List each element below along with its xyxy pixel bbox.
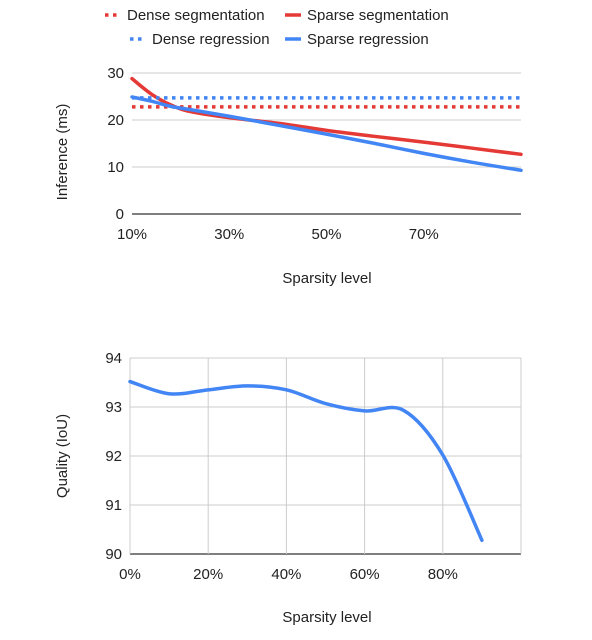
inference-x-tick-labels: 10% 30% 50% 70% [117, 226, 439, 243]
quality-x-tick-labels: 0% 20% 40% 60% 80% [119, 566, 458, 583]
legend: Dense segmentation Sparse segmentation Den… [105, 7, 449, 48]
quality-x-tick-40: 40% [271, 566, 301, 583]
legend-item-sparse-segmentation: Sparse segmentation [285, 7, 449, 24]
inference-y-tick-0: 0 [116, 206, 124, 223]
legend-label-sparse-regression: Sparse regression [307, 31, 429, 48]
quality-x-tick-80: 80% [428, 566, 458, 583]
inference-y-tick-labels: 0 10 20 30 [107, 65, 124, 223]
inference-x-tick-70: 70% [409, 226, 439, 243]
legend-item-dense-segmentation: Dense segmentation [105, 7, 265, 24]
legend-label-sparse-segmentation: Sparse segmentation [307, 7, 449, 24]
inference-y-axis-title: Inference (ms) [54, 104, 71, 201]
legend-label-dense-regression: Dense regression [152, 31, 270, 48]
quality-y-tick-92: 92 [105, 448, 122, 465]
quality-y-tick-labels: 90 91 92 93 94 [105, 350, 122, 563]
quality-gridlines [129, 357, 522, 555]
inference-series [130, 76, 523, 173]
quality-y-axis-title: Quality (IoU) [54, 414, 71, 498]
legend-label-dense-segmentation: Dense segmentation [127, 7, 265, 24]
inference-y-tick-20: 20 [107, 112, 124, 129]
inference-series-sparse-segmentation-line [130, 76, 523, 157]
inference-y-tick-30: 30 [107, 65, 124, 82]
quality-x-tick-60: 60% [350, 566, 380, 583]
legend-item-dense-regression: Dense regression [130, 31, 270, 48]
quality-series-0-line [128, 379, 484, 543]
inference-x-axis-title: Sparsity level [282, 270, 371, 287]
quality-y-tick-94: 94 [105, 350, 122, 367]
quality-y-tick-93: 93 [105, 399, 122, 416]
inference-y-tick-10: 10 [107, 159, 124, 176]
quality-y-tick-90: 90 [105, 546, 122, 563]
inference-series-sparse-regression-line [130, 95, 523, 173]
quality-x-tick-20: 20% [193, 566, 223, 583]
quality-x-tick-0: 0% [119, 566, 141, 583]
quality-y-tick-91: 91 [105, 497, 122, 514]
inference-x-tick-10: 10% [117, 226, 147, 243]
quality-x-axis-title: Sparsity level [282, 609, 371, 626]
inference-gridlines [132, 72, 521, 215]
inference-x-tick-30: 30% [214, 226, 244, 243]
quality-series [128, 379, 484, 543]
inference-chart: Dense segmentation Sparse segmentation Den… [54, 7, 523, 287]
legend-item-sparse-regression: Sparse regression [285, 31, 429, 48]
inference-x-tick-50: 50% [311, 226, 341, 243]
